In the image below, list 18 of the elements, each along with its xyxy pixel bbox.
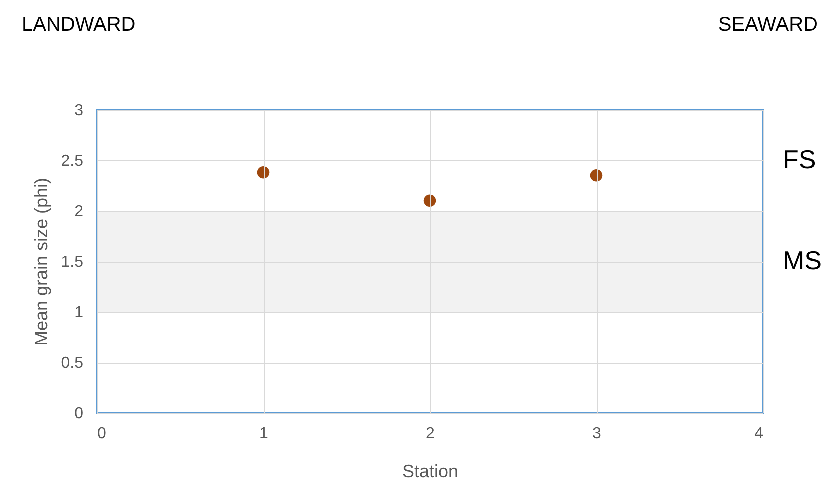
text: LANDWARD [22,14,136,36]
x-tick-label: 4 [754,426,764,442]
text: SEAWARD [718,14,818,36]
y-tick-label: 3 [74,102,84,120]
band-label: FS [783,144,816,174]
y-tick-label: 1.5 [61,254,84,271]
y-axis-title: Mean grain size (phi) [31,178,52,346]
x-tick-label: 1 [260,426,269,442]
x-tick-label: 0 [98,426,106,442]
y-tick-label: 2.5 [61,153,84,170]
x-axis-title: Station [402,462,459,482]
y-tick-label: 2 [74,204,84,220]
y-tick-label: 1 [74,304,84,322]
x-tick-label: 3 [592,426,602,442]
y-tick-label: 0 [74,406,84,422]
band-label: MS [783,246,822,276]
y-tick-label: 0.5 [61,355,84,372]
x-tick-label: 2 [426,426,436,442]
